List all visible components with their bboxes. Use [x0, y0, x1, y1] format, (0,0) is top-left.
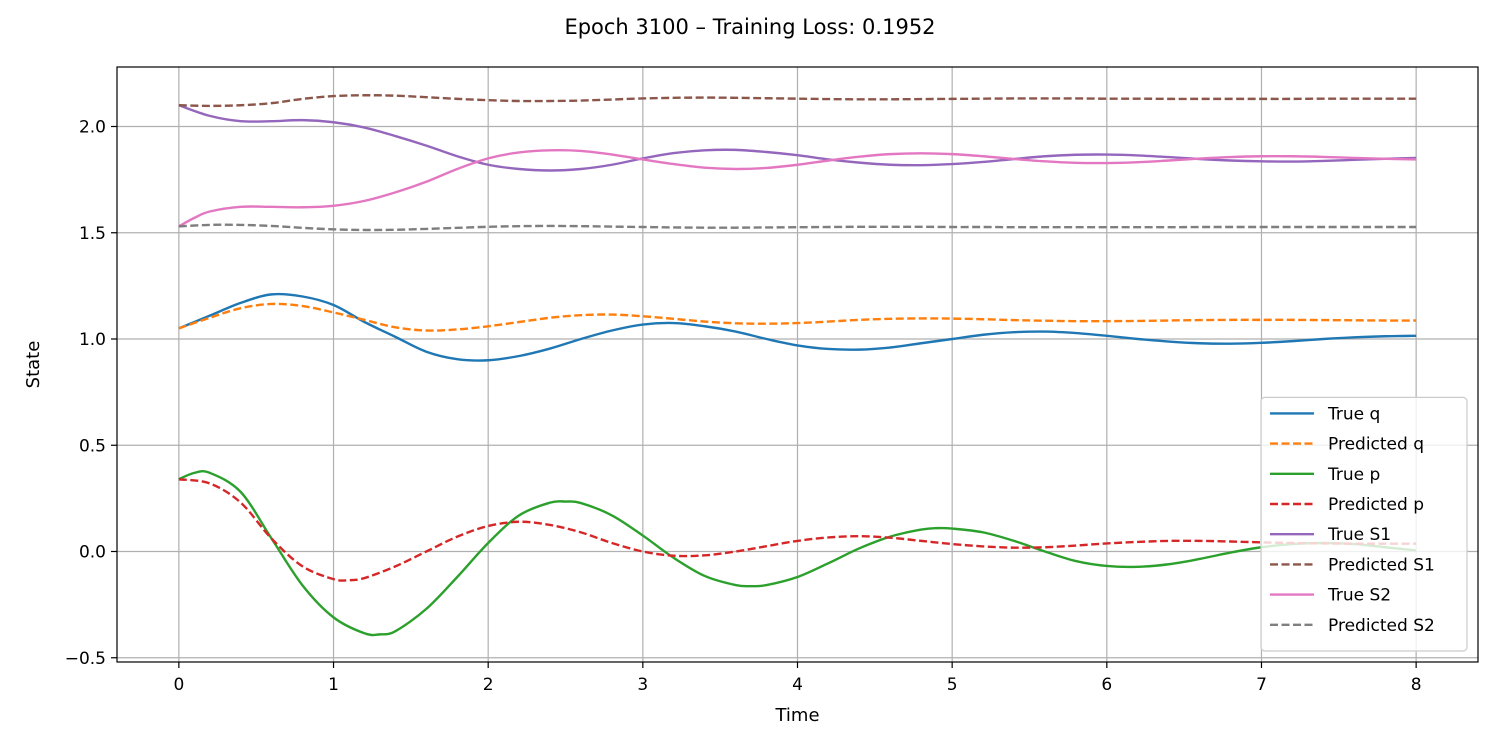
legend-label-predicted-q: Predicted q	[1328, 435, 1424, 455]
axis-ticks: 0 1 2 3 4 5 6 7 8 −0.5 0.0 0.5 1.0 1.5 2.0	[65, 118, 1422, 696]
legend-box	[1260, 396, 1468, 652]
series-line-predicted-p	[178, 478, 1417, 582]
legend-label-predicted-s1: Predicted S1	[1328, 555, 1435, 575]
y-tick-label: 0.5	[79, 436, 106, 456]
series-lines	[178, 94, 1417, 637]
series-line-true-s2	[178, 148, 1417, 228]
legend-label-true-p: True p	[1327, 465, 1380, 485]
series-line-true-s1	[178, 104, 1417, 172]
series-line-true-p	[178, 469, 1417, 637]
legend-label-true-s1: True S1	[1327, 525, 1391, 545]
legend-label-predicted-p: Predicted p	[1328, 495, 1424, 515]
series-line-predicted-q	[178, 302, 1417, 332]
chart-title: Epoch 3100 – Training Loss: 0.1952	[564, 15, 935, 39]
x-tick-label: 2	[483, 675, 494, 695]
grid	[117, 67, 1478, 662]
x-tick-label: 4	[792, 675, 803, 695]
x-tick-label: 7	[1256, 675, 1267, 695]
legend: True q Predicted q True p Predicted p True S…	[1260, 396, 1468, 652]
y-tick-label: 1.5	[79, 224, 106, 244]
y-axis-label: State	[23, 341, 44, 389]
x-tick-label: 5	[947, 675, 958, 695]
x-tick-label: 6	[1101, 675, 1112, 695]
x-tick-label: 3	[637, 675, 648, 695]
legend-label-predicted-s2: Predicted S2	[1328, 616, 1435, 636]
legend-label-true-s2: True S2	[1327, 586, 1391, 606]
x-tick-label: 8	[1411, 675, 1422, 695]
y-tick-label: −0.5	[65, 649, 106, 669]
x-tick-label: 0	[173, 675, 184, 695]
series-line-predicted-s1	[178, 94, 1417, 108]
y-tick-label: 1.0	[79, 330, 106, 350]
series-line-predicted-s2	[178, 223, 1417, 232]
y-tick-label: 2.0	[79, 118, 106, 138]
legend-label-true-q: True q	[1327, 404, 1380, 424]
x-axis-label: Time	[774, 705, 819, 726]
y-tick-label: 0.0	[79, 543, 106, 563]
series-line-true-q	[178, 292, 1417, 362]
x-tick-label: 1	[328, 675, 339, 695]
